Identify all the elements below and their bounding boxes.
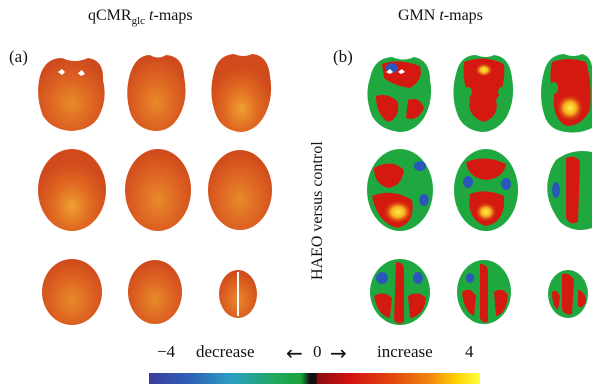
gmn-slice-r1c1 xyxy=(367,57,432,132)
title-gmn-main: GMN xyxy=(398,7,440,24)
title-qcmr-tmaps: qCMRglc t-maps xyxy=(88,7,193,27)
gmn-slice-r2c3 xyxy=(547,151,592,230)
title-gmn-suffix: -maps xyxy=(443,7,483,24)
scale-decrease-label: decrease xyxy=(196,342,255,361)
scale-min-label: −4 xyxy=(157,342,176,361)
qcmr-slice-r3c1 xyxy=(42,259,102,325)
title-gmn-tmaps: GMN t-maps xyxy=(398,7,483,25)
gmn-slice-r3c2 xyxy=(457,260,511,324)
scale-zero-label: 0 xyxy=(313,342,322,361)
qcmr-slice-r1c3 xyxy=(211,54,272,132)
qcmr-slice-r1c2 xyxy=(127,55,186,131)
title-qcmr-suffix: -maps xyxy=(153,7,193,24)
panel-label-a: (a) xyxy=(9,47,28,66)
qcmr-slice-r2c2 xyxy=(125,149,191,231)
qcmr-slice-r2c1 xyxy=(38,149,106,231)
panel-label-b: (b) xyxy=(333,47,353,66)
gmn-slice-r2c1 xyxy=(367,149,433,231)
title-qcmr-main: qCMR xyxy=(88,7,132,24)
title-gmn-italic: t xyxy=(439,7,444,24)
gmn-slice-r2c2 xyxy=(454,149,518,231)
title-qcmr-sub: glc xyxy=(131,15,146,28)
qcmr-slice-r3c2 xyxy=(128,260,182,324)
scale-max-label: 4 xyxy=(465,342,474,361)
gmn-slice-r3c3 xyxy=(548,270,588,318)
arrow-left-icon: ← xyxy=(286,341,303,365)
qcmr-slice-r2c3 xyxy=(208,150,272,230)
colorbar xyxy=(149,373,480,384)
scale-increase-label: increase xyxy=(377,342,433,361)
qcmr-slice-r3c3 xyxy=(219,270,257,318)
gmn-slice-r1c2 xyxy=(453,55,514,132)
arrow-right-icon: → xyxy=(330,341,347,365)
gmn-slice-r1c3 xyxy=(541,54,592,133)
gmn-slice-r3c1 xyxy=(370,259,430,325)
title-qcmr-italic: t xyxy=(149,7,154,24)
qcmr-slice-r1c1 xyxy=(38,58,105,131)
